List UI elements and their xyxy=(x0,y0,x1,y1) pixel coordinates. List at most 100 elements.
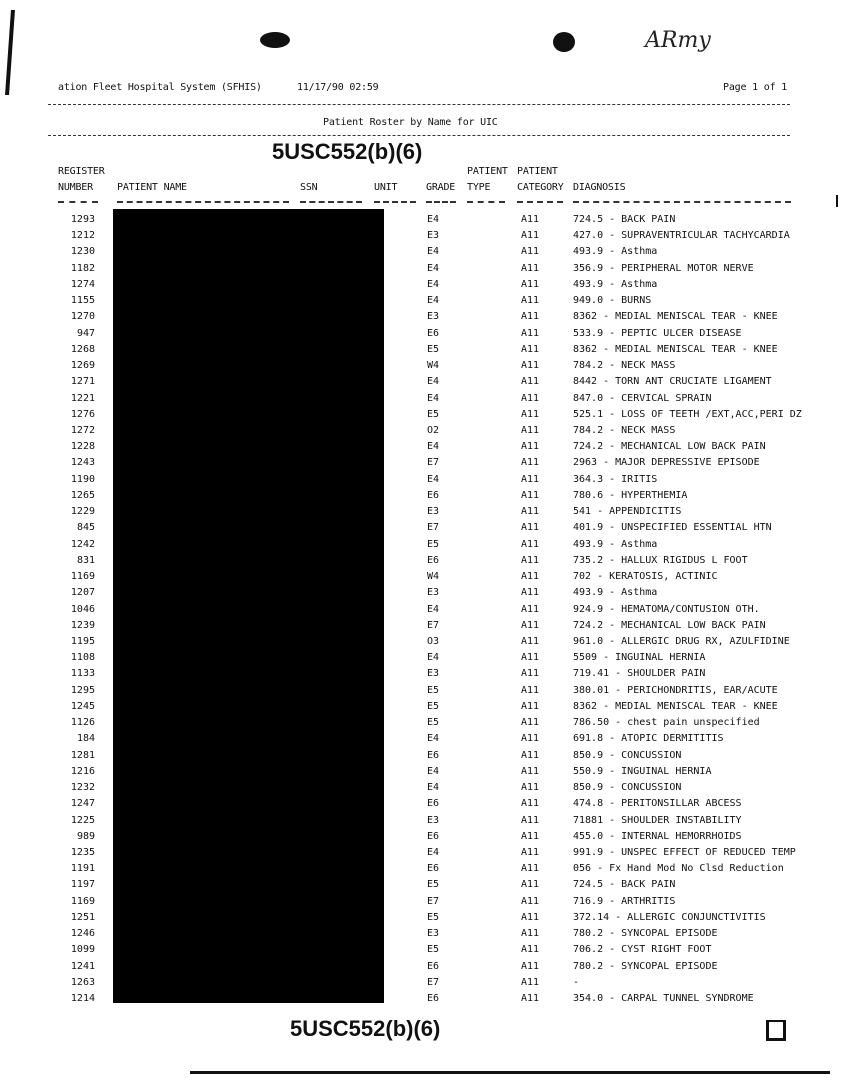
grade-cell: E7 xyxy=(427,895,440,907)
table-row: 1235 E4 A11 991.9 - UNSPEC EFFECT OF REDUCE… xyxy=(0,847,850,863)
table-row: 1169 W4 A11 702 - KERATOSIS, ACTINIC xyxy=(0,571,850,587)
register-cell: 1099 xyxy=(70,944,95,956)
category-cell: A11 xyxy=(521,944,540,956)
grade-cell: E7 xyxy=(427,619,440,631)
diagnosis-cell: 356.9 - PERIPHERAL MOTOR NERVE xyxy=(573,262,754,274)
diagnosis-cell: 719.41 - SHOULDER PAIN xyxy=(573,668,706,680)
table-row: 1265 E6 A11 780.6 - HYPERTHEMIA xyxy=(0,490,850,506)
header-underline xyxy=(573,201,791,203)
diagnosis-cell: 401.9 - UNSPECIFIED ESSENTIAL HTN xyxy=(573,522,772,534)
grade-cell: O2 xyxy=(427,424,440,436)
category-cell: A11 xyxy=(521,522,540,534)
diagnosis-cell: 541 - APPENDICITIS xyxy=(573,506,682,518)
diagnosis-cell: 724.2 - MECHANICAL LOW BACK PAIN xyxy=(573,619,766,631)
diagnosis-cell: 991.9 - UNSPEC EFFECT OF REDUCED TEMP xyxy=(573,846,796,858)
category-cell: A11 xyxy=(521,376,540,388)
register-cell: 1133 xyxy=(70,668,95,680)
diagnosis-cell: 724.5 - BACK PAIN xyxy=(573,214,676,225)
grade-cell: E7 xyxy=(427,522,440,534)
scan-mark-left xyxy=(5,10,15,95)
register-cell: 1265 xyxy=(70,489,95,501)
table-row: 1269 W4 A11 784.2 - NECK MASS xyxy=(0,360,850,376)
table-row: 1295 E5 A11 380.01 - PERICHONDRITIS, EAR/AC… xyxy=(0,685,850,701)
diagnosis-cell: 8362 - MEDIAL MENISCAL TEAR - KNEE xyxy=(573,311,778,323)
diagnosis-cell: 525.1 - LOSS OF TEETH /EXT,ACC,PERI DZ xyxy=(573,408,802,420)
col-patient-name: PATIENT NAME xyxy=(117,182,187,193)
table-row: 1241 E6 A11 780.2 - SYNCOPAL EPISODE xyxy=(0,961,850,977)
category-cell: A11 xyxy=(521,457,540,469)
register-cell: 1239 xyxy=(70,619,95,631)
category-cell: A11 xyxy=(521,327,540,339)
grade-cell: O3 xyxy=(427,635,440,647)
grade-cell: E4 xyxy=(427,652,440,664)
register-cell: 845 xyxy=(76,522,95,534)
divider xyxy=(48,135,790,136)
grade-cell: E4 xyxy=(427,441,440,453)
table-row: 1246 E3 A11 780.2 - SYNCOPAL EPISODE xyxy=(0,928,850,944)
table-row: 1281 E6 A11 850.9 - CONCUSSION xyxy=(0,750,850,766)
diagnosis-cell: 8442 - TORN ANT CRUCIATE LIGAMENT xyxy=(573,376,772,388)
table-row: 1214 E6 A11 354.0 - CARPAL TUNNEL SYNDROME xyxy=(0,993,850,1009)
grade-cell: E6 xyxy=(427,960,440,972)
register-cell: 1108 xyxy=(70,652,95,664)
register-cell: 1230 xyxy=(70,246,95,258)
category-cell: A11 xyxy=(521,278,540,290)
category-cell: A11 xyxy=(521,895,540,907)
grade-cell: E5 xyxy=(427,879,440,891)
table-row: 1230 E4 A11 493.9 - Asthma xyxy=(0,246,850,262)
grade-cell: E4 xyxy=(427,473,440,485)
grade-cell: E5 xyxy=(427,408,440,420)
diagnosis-cell: 354.0 - CARPAL TUNNEL SYNDROME xyxy=(573,993,754,1005)
category-cell: A11 xyxy=(521,749,540,761)
grade-cell: E4 xyxy=(427,846,440,858)
register-cell: 1228 xyxy=(70,441,95,453)
grade-cell: E6 xyxy=(427,798,440,810)
grade-cell: E5 xyxy=(427,700,440,712)
diagnosis-cell: 364.3 - IRITIS xyxy=(573,473,658,485)
diagnosis-cell: 735.2 - HALLUX RIGIDUS L FOOT xyxy=(573,554,748,566)
register-cell: 1190 xyxy=(70,473,95,485)
grade-cell: E5 xyxy=(427,538,440,550)
category-cell: A11 xyxy=(521,652,540,664)
category-cell: A11 xyxy=(521,587,540,599)
register-cell: 1229 xyxy=(70,506,95,518)
category-cell: A11 xyxy=(521,684,540,696)
table-row: 1190 E4 A11 364.3 - IRITIS xyxy=(0,474,850,490)
grade-cell: E4 xyxy=(427,246,440,258)
register-cell: 184 xyxy=(76,733,95,745)
table-row: 1268 E5 A11 8362 - MEDIAL MENISCAL TEAR - K… xyxy=(0,344,850,360)
category-cell: A11 xyxy=(521,911,540,923)
diagnosis-cell: 455.0 - INTERNAL HEMORRHOIDS xyxy=(573,830,742,842)
diagnosis-cell: 533.9 - PEPTIC ULCER DISEASE xyxy=(573,327,742,339)
grade-cell: E5 xyxy=(427,944,440,956)
category-cell: A11 xyxy=(521,830,540,842)
table-row: 1271 E4 A11 8442 - TORN ANT CRUCIATE LIGAME… xyxy=(0,376,850,392)
table-row: 184 E4 A11 691.8 - ATOPIC DERMITITIS xyxy=(0,733,850,749)
diagnosis-cell: 474.8 - PERITONSILLAR ABCESS xyxy=(573,798,742,810)
bottom-rule xyxy=(190,1071,830,1074)
register-cell: 1270 xyxy=(70,311,95,323)
register-cell: 1276 xyxy=(70,408,95,420)
category-cell: A11 xyxy=(521,473,540,485)
register-cell: 1225 xyxy=(70,814,95,826)
diagnosis-cell: 493.9 - Asthma xyxy=(573,587,658,599)
diagnosis-cell: 493.9 - Asthma xyxy=(573,246,658,258)
category-cell: A11 xyxy=(521,733,540,745)
grade-cell: E4 xyxy=(427,376,440,388)
diagnosis-cell: 850.9 - CONCUSSION xyxy=(573,782,682,794)
grade-cell: E4 xyxy=(427,278,440,290)
table-row: 947 E6 A11 533.9 - PEPTIC ULCER DISEASE xyxy=(0,328,850,344)
diagnosis-cell: 949.0 - BURNS xyxy=(573,295,652,307)
grade-cell: E6 xyxy=(427,489,440,501)
register-cell: 1295 xyxy=(70,684,95,696)
category-cell: A11 xyxy=(521,246,540,258)
category-cell: A11 xyxy=(521,863,540,875)
register-cell: 1245 xyxy=(70,700,95,712)
register-cell: 989 xyxy=(76,830,95,842)
register-cell: 1212 xyxy=(70,230,95,242)
category-cell: A11 xyxy=(521,879,540,891)
diagnosis-cell: 924.9 - HEMATOMA/CONTUSION OTH. xyxy=(573,603,760,615)
table-row: 1242 E5 A11 493.9 - Asthma xyxy=(0,539,850,555)
category-cell: A11 xyxy=(521,700,540,712)
diagnosis-cell: 847.0 - CERVICAL SPRAIN xyxy=(573,392,712,404)
